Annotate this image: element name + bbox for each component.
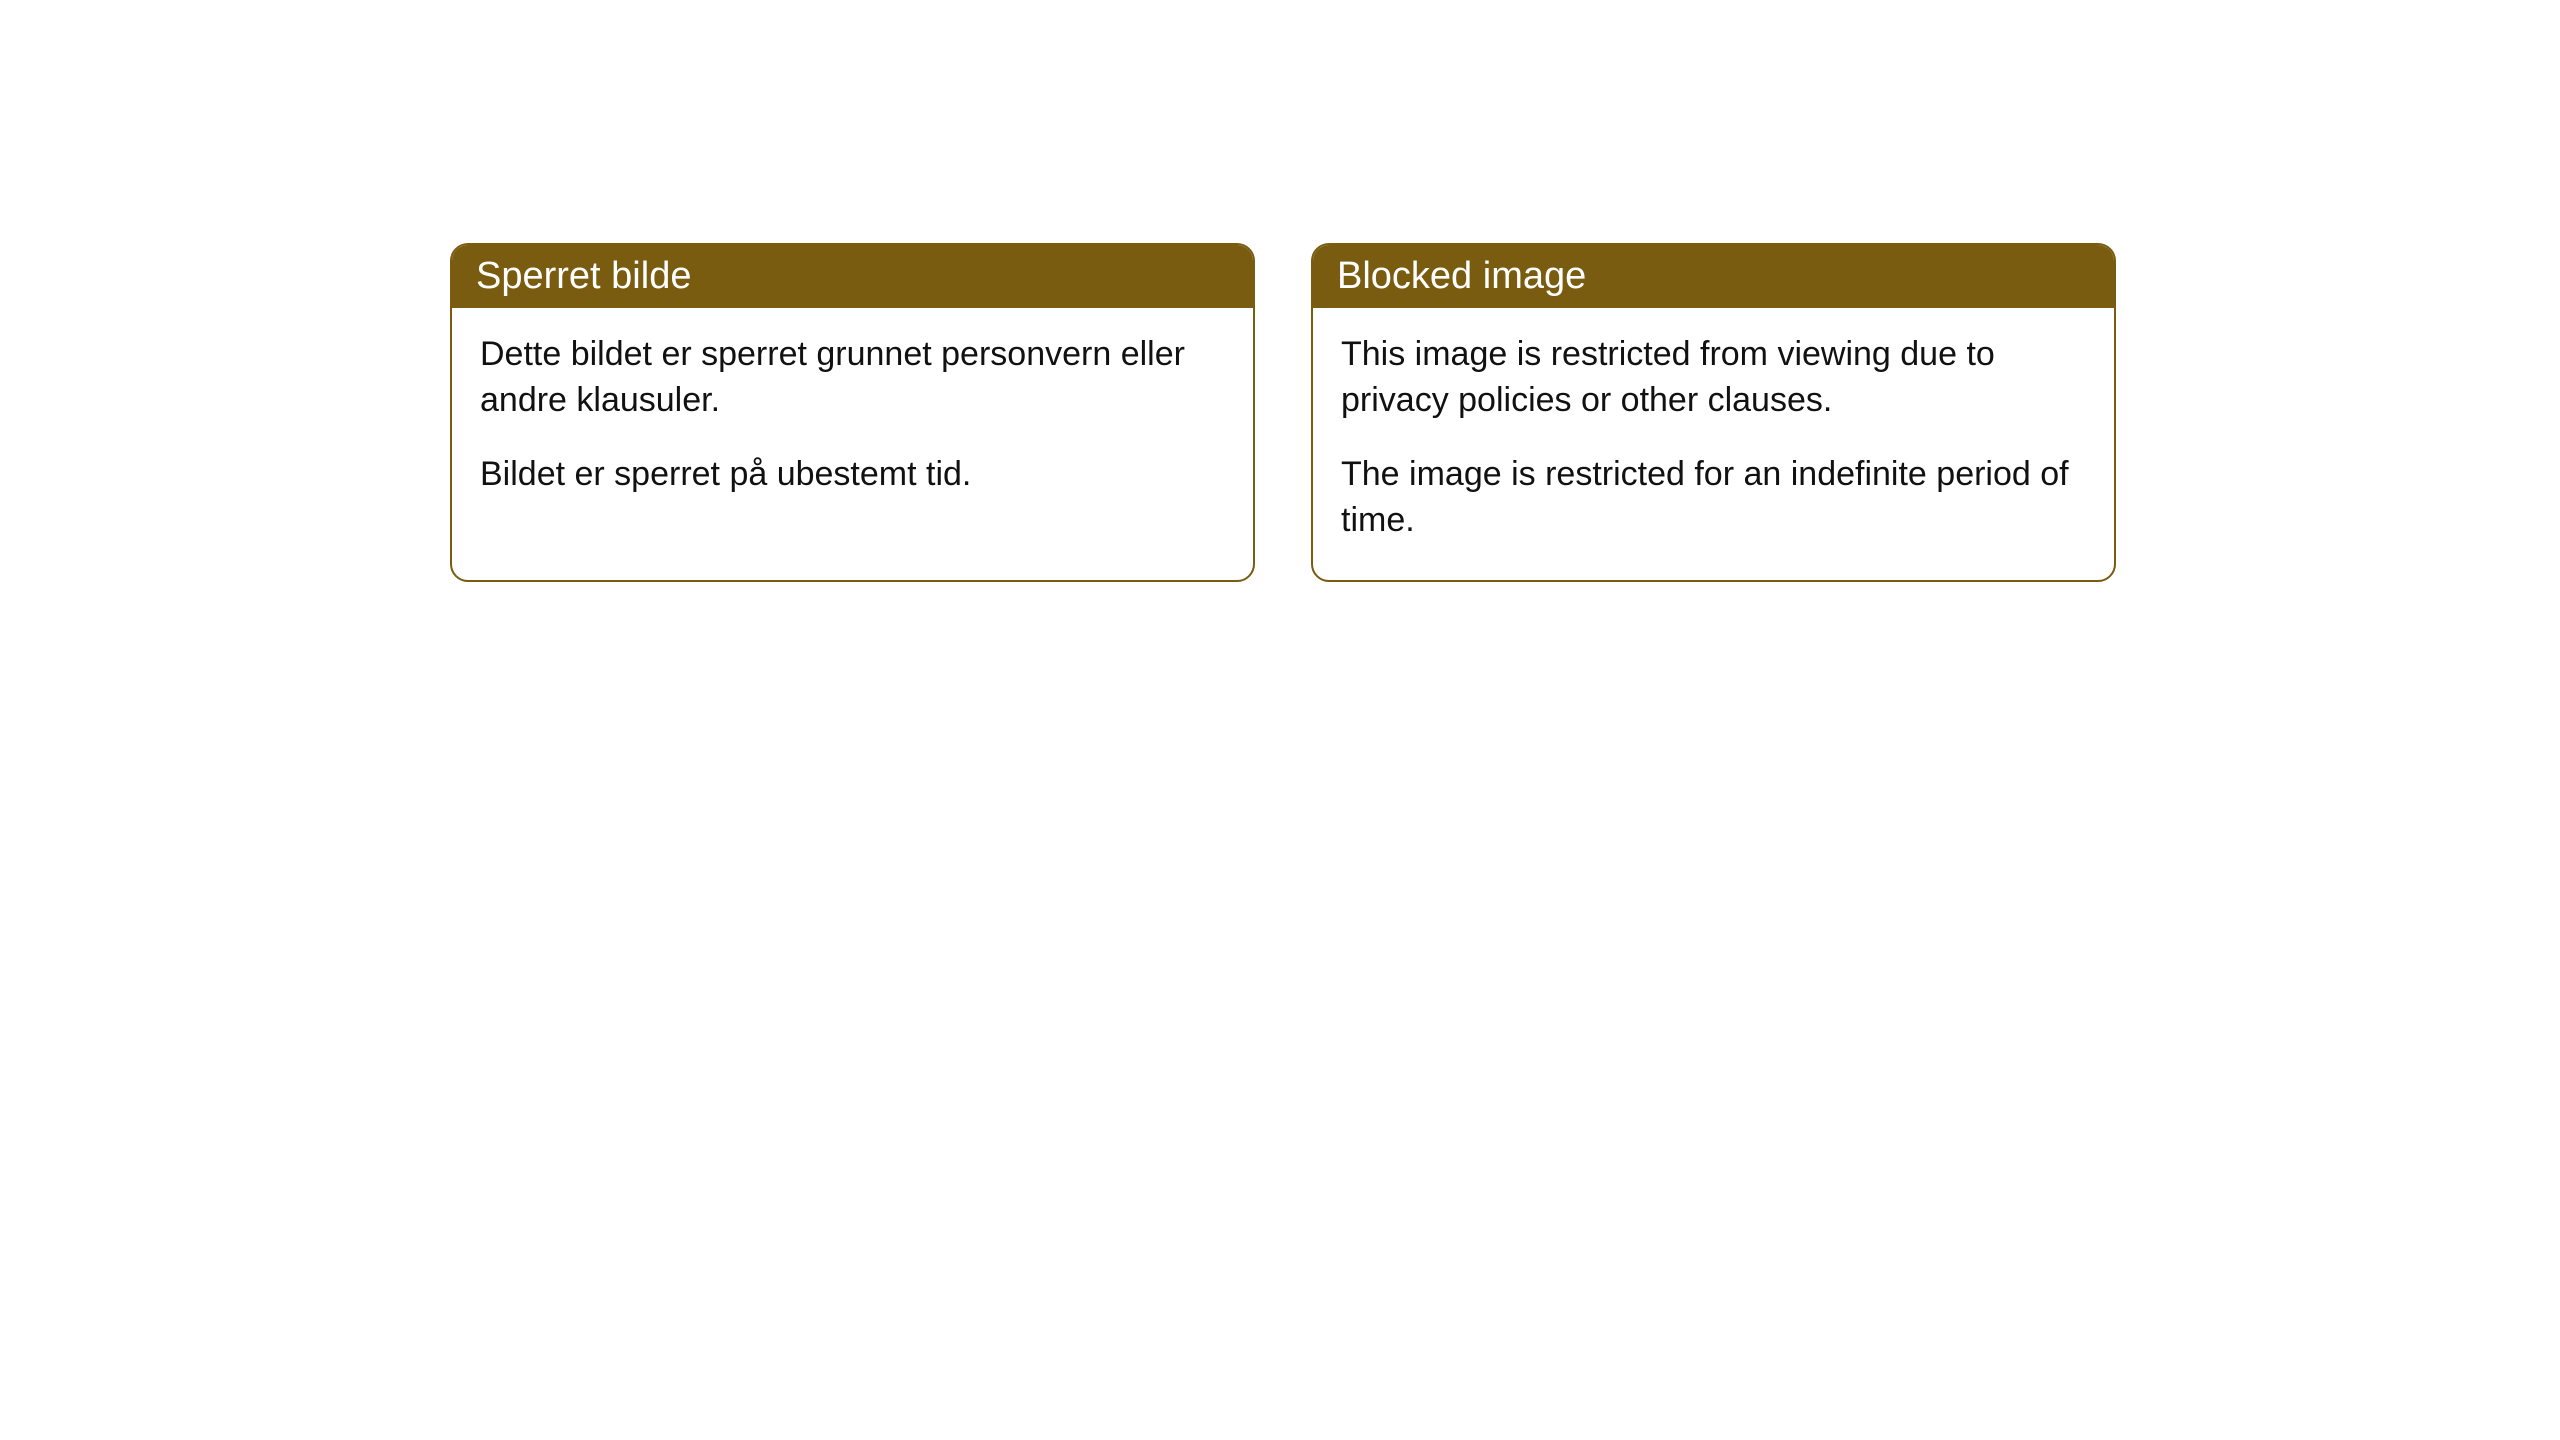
card-title: Blocked image <box>1337 255 1586 297</box>
card-header: Blocked image <box>1313 245 2114 308</box>
notice-cards-row: Sperret bilde Dette bildet er sperret gr… <box>450 243 2116 582</box>
card-header: Sperret bilde <box>452 245 1253 308</box>
card-title: Sperret bilde <box>476 255 691 297</box>
card-paragraph: The image is restricted for an indefinit… <box>1341 452 2086 544</box>
card-body: This image is restricted from viewing du… <box>1313 308 2114 580</box>
notice-card-english: Blocked image This image is restricted f… <box>1311 243 2116 582</box>
card-paragraph: Bildet er sperret på ubestemt tid. <box>480 452 1225 498</box>
card-body: Dette bildet er sperret grunnet personve… <box>452 308 1253 534</box>
card-paragraph: Dette bildet er sperret grunnet personve… <box>480 332 1225 424</box>
notice-card-norwegian: Sperret bilde Dette bildet er sperret gr… <box>450 243 1255 582</box>
card-paragraph: This image is restricted from viewing du… <box>1341 332 2086 424</box>
